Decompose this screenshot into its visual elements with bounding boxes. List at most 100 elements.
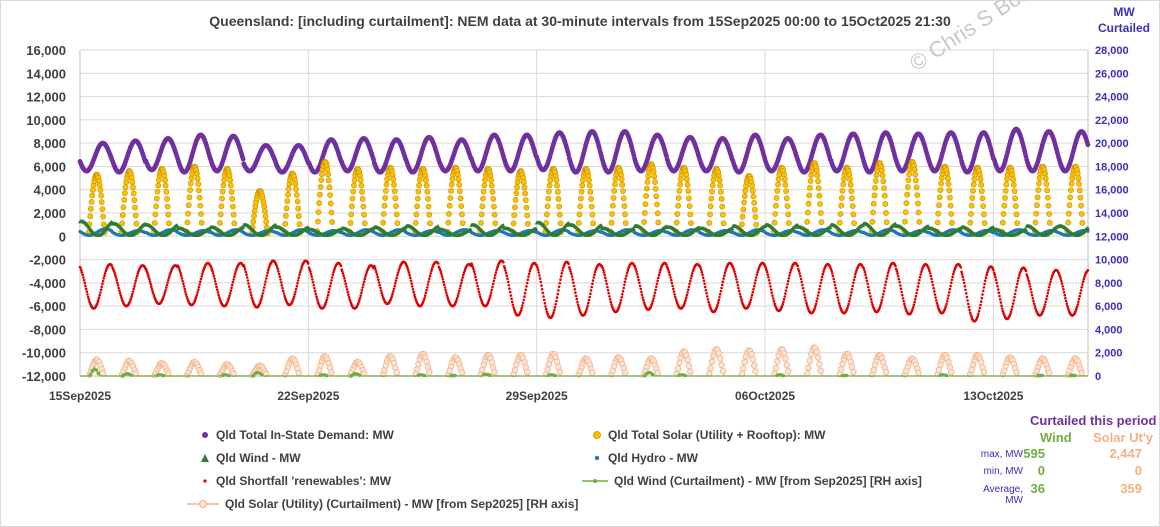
y-right-tick-label: 24,000 (1095, 92, 1129, 104)
series-solar-point (872, 178, 879, 184)
series-solar-point (880, 178, 887, 185)
series-solar-point (741, 199, 747, 206)
series-solar-point (870, 200, 877, 207)
series-solar-point (424, 188, 431, 195)
series-solar-point (350, 188, 357, 195)
series-solar-point (457, 195, 464, 202)
series-solar-point (619, 181, 626, 188)
series-wind-curtailment-point (357, 373, 362, 377)
series-solar-curtailment-point (980, 369, 988, 376)
series-solar-point (314, 218, 321, 225)
series-solar-point (979, 195, 986, 202)
series-solar-curtailment-point (328, 369, 335, 376)
series-solar-point (153, 203, 159, 210)
series-solar-point (184, 219, 191, 226)
series-solar-point (186, 194, 193, 201)
series-solar-point (151, 219, 158, 226)
series-solar-point (848, 188, 855, 194)
series-solar-point (707, 203, 714, 210)
series-solar-point (970, 187, 976, 194)
series-solar-point (645, 173, 652, 180)
series-solar-point (327, 200, 334, 207)
series-solar-point (448, 187, 454, 194)
series-solar-point (578, 195, 584, 202)
series-solar-point (807, 178, 814, 184)
x-tick-label: 29Sep2025 (506, 389, 568, 403)
y-left-tick-label: -10,000 (22, 346, 66, 361)
y-right-tick-label: 14,000 (1095, 208, 1129, 220)
series-solar-curtailment-point (589, 369, 596, 377)
series-solar-point (480, 195, 486, 202)
series-solar-point (882, 201, 889, 207)
series-solar-curtailment-point (708, 358, 716, 365)
series-solar-point (934, 219, 941, 226)
series-solar-point (783, 188, 789, 194)
series-solar-point (651, 173, 658, 180)
series-solar-point (328, 209, 335, 216)
series-solar-curtailment-point (882, 369, 890, 376)
series-solar-curtailment-point (717, 355, 724, 362)
series-solar-point (969, 195, 976, 201)
series-solar-point (557, 220, 564, 227)
series-solar-point (849, 203, 856, 209)
series-solar-point (753, 221, 760, 228)
series-solar-curtailment-point (230, 370, 237, 378)
y-right-tick-label: 28,000 (1095, 45, 1129, 57)
series-solar-point (752, 214, 759, 220)
series-solar-point (357, 177, 364, 184)
series-solar-point (262, 213, 269, 220)
series-solar-curtailment-point (524, 369, 531, 376)
y-right-tick-label: 4,000 (1095, 324, 1123, 336)
series-solar-point (227, 182, 234, 189)
series-solar-point (654, 201, 660, 208)
series-solar-point (578, 188, 585, 195)
series-solar-point (817, 201, 823, 207)
series-solar-curtailment-point (816, 361, 823, 368)
series-solar-point (1001, 202, 1008, 209)
series-solar-point (554, 188, 561, 195)
series-solar-point (806, 192, 813, 199)
series-solar-point (1035, 187, 1042, 193)
series-solar-point (609, 211, 615, 217)
series-solar-point (162, 177, 168, 184)
series-solar-point (479, 203, 486, 210)
series-solar-point (358, 182, 365, 189)
series-solar-point (784, 203, 791, 209)
series-solar-point (947, 202, 954, 209)
series-solar-point (350, 182, 357, 189)
series-solar-curtailment-point (424, 363, 432, 371)
series-solar-point (936, 194, 943, 201)
series-solar-point (1065, 210, 1072, 217)
series-solar-point (445, 219, 452, 226)
series-solar-point (329, 218, 335, 225)
series-solar-point (1010, 176, 1016, 183)
series-solar-point (394, 220, 401, 226)
series-solar-point (650, 168, 657, 175)
series-solar-point (775, 181, 781, 188)
series-solar-point (88, 205, 94, 212)
series-solar-point (652, 179, 658, 185)
series-solar-point (590, 220, 596, 227)
series-wind-curtailment-point (422, 373, 427, 378)
series-solar-curtailment-point (553, 358, 561, 365)
series-solar-point (99, 206, 106, 212)
series-solar-point (1046, 219, 1053, 226)
series-solar-point (708, 195, 715, 202)
series-solar-point (945, 175, 951, 182)
series-solar-point (544, 211, 550, 218)
series-wind-curtailment-line (80, 368, 1088, 377)
series-solar-point (294, 198, 301, 205)
series-solar-point (426, 211, 433, 218)
series-solar-point (100, 221, 107, 228)
series-solar-point (935, 210, 942, 217)
series-solar-curtailment-point (393, 369, 400, 376)
series-solar-point (317, 184, 324, 190)
series-solar-curtailment-point (740, 365, 747, 372)
series-solar-point (251, 213, 257, 219)
y-right-tick-label: 16,000 (1095, 185, 1129, 197)
series-solar-point (425, 195, 431, 202)
series-solar-point (1067, 194, 1074, 201)
series-solar-point (165, 211, 172, 218)
series-solar-point (773, 195, 780, 201)
